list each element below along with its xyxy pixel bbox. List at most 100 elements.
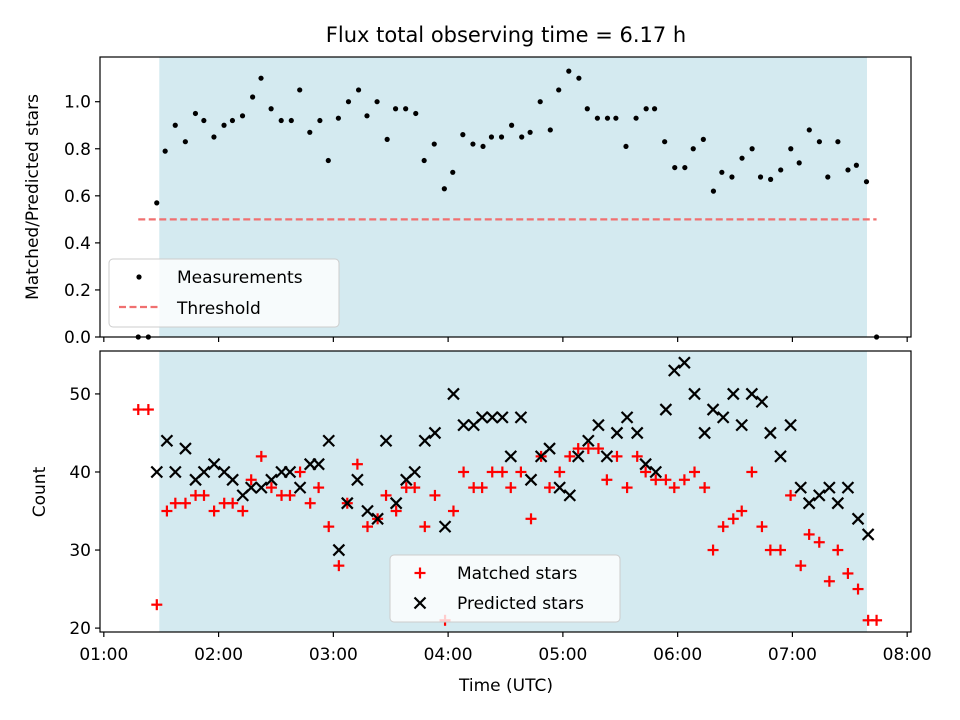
bottom-y-axis-label: Count (30, 466, 50, 517)
predicted-star-point (485, 411, 499, 424)
predicted-star-point (668, 364, 681, 377)
legend-plus-marker (414, 567, 426, 579)
measurement-point (317, 117, 323, 124)
matched-star-point (496, 466, 508, 478)
measurement-point (719, 169, 725, 175)
matched-star-point (678, 474, 690, 486)
bottom-legend: Matched stars Predicted stars (389, 554, 621, 623)
legend-label-predicted: Predicted stars (457, 594, 584, 614)
bottom-axes-frame (99, 350, 912, 633)
predicted-star-point (649, 465, 663, 479)
matched-star-point (572, 443, 584, 455)
predicted-star-point (755, 395, 769, 409)
x-tick-label: 06:00 (653, 645, 702, 665)
measurement-point (623, 143, 629, 150)
measurement-point (239, 113, 246, 119)
predicted-star-point (610, 426, 624, 440)
predicted-star-point (169, 465, 182, 479)
matched-star-point (132, 404, 144, 416)
y-tick-label: 30 (69, 541, 91, 561)
matched-star-point (390, 505, 402, 517)
predicted-star-point (571, 450, 585, 463)
matched-star-point (611, 450, 623, 462)
top-y-ticks: 0.0 0.2 0.4 0.6 0.8 1.0 (64, 93, 100, 348)
predicted-star-point (678, 356, 691, 369)
predicted-star-point (831, 496, 845, 510)
matched-star-point (871, 614, 883, 626)
x-tick-label: 08:00 (883, 645, 932, 665)
measurement-point (413, 110, 419, 117)
predicted-star-point (823, 481, 836, 494)
predicted-star-point (160, 434, 174, 448)
predicted-star-point (639, 457, 652, 471)
matched-star-point (764, 544, 776, 556)
measurement-point (250, 94, 256, 100)
predicted-star-point (784, 418, 797, 432)
matched-star-point (476, 482, 488, 494)
predicted-star-point (727, 387, 740, 401)
predicted-star-point (150, 465, 164, 479)
matched-star-point (515, 466, 527, 478)
predicted-star-point (244, 481, 258, 494)
measurement-point (749, 146, 755, 152)
measurement-point (345, 99, 352, 105)
matched-star-point (660, 474, 672, 486)
predicted-star-point (600, 450, 614, 463)
measurement-point (431, 141, 437, 147)
measurement-point (537, 99, 543, 105)
measurement-point (796, 160, 802, 166)
x-axis-label: Time (UTC) (458, 676, 553, 696)
predicted-star-point (764, 426, 777, 440)
matched-star-point (736, 505, 748, 517)
matched-star-point (803, 528, 815, 540)
matched-star-point (333, 560, 345, 572)
matched-star-point (668, 482, 680, 494)
measurement-point (547, 127, 553, 133)
matched-star-point (447, 505, 459, 517)
top-legend: Measurements Threshold (108, 258, 340, 328)
predicted-star-point (351, 473, 364, 487)
predicted-star-point (179, 442, 192, 455)
measurement-point (643, 106, 649, 112)
measurement-point (498, 134, 505, 140)
measurement-point (509, 122, 515, 128)
measurement-point (613, 115, 619, 121)
predicted-star-point (582, 434, 595, 448)
measurement-points (135, 68, 880, 340)
top-x-ticks (103, 337, 908, 342)
matched-star-point (323, 521, 335, 533)
measurement-point (863, 179, 870, 185)
measurement-point (651, 106, 658, 112)
matched-star-point (592, 443, 604, 455)
measurement-point (325, 157, 331, 164)
measurement-point (633, 115, 639, 121)
y-tick-label: 0.8 (64, 140, 91, 160)
predicted-star-point (851, 512, 865, 526)
predicted-star-point (207, 457, 221, 471)
predicted-star-point (841, 481, 855, 494)
bottom-x-ticks: 01:00 02:00 03:00 04:00 05:00 06:00 07:00 08:00 (79, 632, 932, 665)
x-tick-label: 02:00 (194, 645, 243, 665)
predicted-star-point (332, 543, 346, 557)
matched-star-point (161, 505, 173, 517)
chart-title: Flux total observing time = 6.17 h (326, 23, 686, 47)
measurement-point (307, 129, 313, 135)
x-tick-label: 07:00 (768, 645, 817, 665)
measurement-point (268, 106, 274, 112)
predicted-star-point (861, 528, 875, 541)
matched-star-point (832, 544, 844, 556)
measurement-point (162, 148, 168, 154)
matched-star-point (727, 513, 739, 525)
measurement-point (584, 106, 590, 112)
matched-star-point (351, 458, 363, 470)
matched-star-point (419, 521, 431, 533)
measurement-point (403, 106, 409, 112)
measurement-point (816, 139, 822, 145)
measurement-point (682, 164, 688, 171)
measurement-point (229, 117, 236, 124)
matched-star-point (795, 560, 807, 572)
predicted-star-point (706, 403, 720, 416)
y-tick-label: 0.6 (64, 187, 91, 207)
